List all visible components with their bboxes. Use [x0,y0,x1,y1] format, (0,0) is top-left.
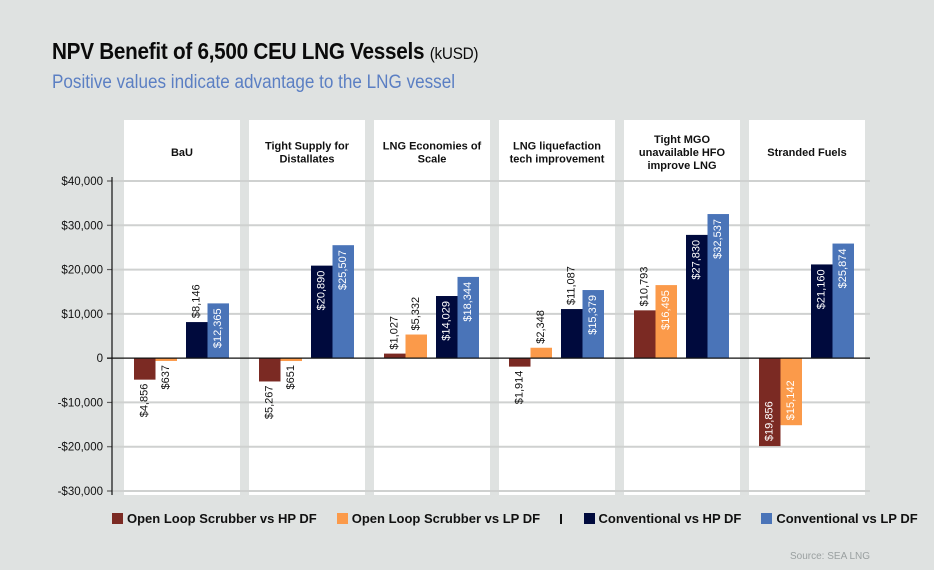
bar [405,334,427,359]
bar-value-label: $18,344 [462,282,474,322]
legend-item-olsc-lp: Open Loop Scrubber vs LP DF [336,511,541,526]
bar-value-label: $651 [285,365,297,389]
bar-value-label: $5,267 [264,385,276,419]
legend-label: Conventional vs LP DF [776,511,918,526]
legend-label: Open Loop Scrubber vs HP DF [127,511,317,526]
bar [332,245,354,359]
facet-label: unavailable HFO [639,147,726,159]
facet-label: LNG liquefaction [513,141,601,153]
bar [259,358,281,382]
bar-value-label: $12,365 [212,308,224,348]
facet-label: Tight Supply for [265,141,350,153]
chart-title-text: NPV Benefit of 6,500 CEU LNG Vessels [52,38,425,64]
bar [384,353,406,359]
bar [207,303,229,359]
legend-swatch [112,513,123,524]
y-tick-label: -$30,000 [58,486,103,498]
bar-value-label: $5,332 [410,297,422,331]
bar [634,310,656,359]
y-tick-label: $30,000 [61,220,103,232]
bar [759,358,781,447]
bar [530,347,552,359]
source-note: Source: SEA LNG [790,551,871,562]
bar-value-label: $19,856 [764,401,776,441]
y-tick-label: 0 [97,353,103,365]
bar [655,285,677,359]
bar-value-label: $16,495 [660,290,672,330]
legend-swatch [583,513,595,524]
legend-item-conv-hp: Conventional vs HP DF [583,511,742,526]
bar-value-label: $1,914 [514,371,526,405]
bar-value-label: $32,537 [712,219,724,259]
bar [436,296,458,359]
bar-value-label: $20,890 [316,271,328,311]
bar [155,358,177,361]
bar [686,234,708,359]
bar-value-label: $14,029 [441,301,453,341]
bar-value-label: $637 [160,365,172,389]
y-tick-label: $10,000 [61,309,103,321]
bar-value-label: $25,507 [337,250,349,290]
legend-item-conv-lp: Conventional vs LP DF [761,511,918,526]
bar [186,322,208,359]
legend-swatch [761,513,773,524]
bar-value-label: $4,856 [139,384,151,418]
bar [509,358,531,367]
legend: Open Loop Scrubber vs HP DF Open Loop Sc… [112,511,934,526]
facet-label: Tight MGO [654,134,710,146]
y-tick-label: -$20,000 [58,442,103,454]
bar-value-label: $25,874 [837,249,849,289]
bar [561,309,583,359]
bar-value-label: $10,793 [639,267,651,307]
legend-swatch [336,513,348,524]
chart-subtitle: Positive values indicate advantage to th… [52,72,456,93]
bar-value-label: $21,160 [816,269,828,309]
facet-label: tech improvement [510,154,605,166]
bar [134,358,156,380]
bar-value-label: $2,348 [535,310,547,344]
chart-title: NPV Benefit of 6,500 CEU LNG Vessels (kU… [52,38,479,65]
bar [582,290,604,359]
bar-value-label: $8,146 [191,284,203,318]
facet-label: Distallates [279,154,334,166]
bar [780,358,802,426]
bar [311,265,333,359]
facet-label: Scale [418,154,447,166]
bar [811,264,833,359]
bar-value-label: $11,087 [566,266,578,305]
bar-value-label: $1,027 [389,316,401,350]
bar-value-label: $27,830 [691,240,703,280]
y-tick-label: $20,000 [61,265,103,277]
chart-title-unit: (kUSD) [429,44,479,63]
y-tick-label: $40,000 [61,176,103,188]
facet-label: LNG Economies of [383,141,482,153]
bar [280,358,302,362]
legend-label: Conventional vs HP DF [598,511,742,526]
legend-item-olsc-hp: Open Loop Scrubber vs HP DF [112,511,317,526]
bar-value-label: $15,379 [587,295,599,335]
facet-label: BaU [171,147,193,159]
bar [832,243,854,359]
bar [707,214,729,359]
facet-label: improve LNG [647,160,716,172]
y-tick-label: -$10,000 [58,397,103,409]
facet-label: Stranded Fuels [767,147,846,159]
legend-label: Open Loop Scrubber vs LP DF [351,511,541,526]
legend-separator [560,513,562,524]
bar-value-label: $15,142 [785,380,797,420]
bar [457,276,479,359]
